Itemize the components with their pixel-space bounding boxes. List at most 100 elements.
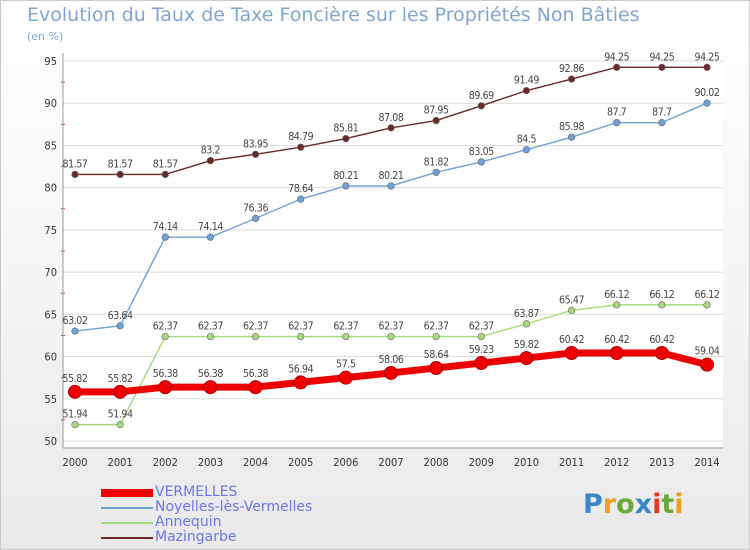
data-label-annequin: 51.94 <box>108 409 133 421</box>
data-label-annequin: 62.37 <box>424 321 449 333</box>
data-point-mazingarbe <box>342 135 350 143</box>
data-label-mazingarbe: 83.2 <box>201 145 221 157</box>
data-point-annequin <box>703 301 711 309</box>
data-point-mazingarbe <box>297 143 305 151</box>
legend-swatch <box>101 522 153 524</box>
logo-letter: r <box>602 489 617 520</box>
data-point-noyelles-l-s-vermelles <box>206 233 215 241</box>
data-label-noyelles-l-s-vermelles: 83.05 <box>469 146 494 158</box>
y-tick-label: 95 <box>44 55 57 68</box>
data-label-noyelles-l-s-vermelles: 74.14 <box>198 221 223 233</box>
data-label-mazingarbe: 81.57 <box>108 158 133 170</box>
data-point-noyelles-l-s-vermelles <box>71 327 79 335</box>
y-tick-label: 70 <box>44 266 57 279</box>
x-tick-label: 2011 <box>559 456 584 469</box>
data-point-noyelles-l-s-vermelles <box>703 99 711 107</box>
data-point-noyelles-l-s-vermelles <box>658 119 666 127</box>
plot-area <box>63 53 723 448</box>
logo-letter: i <box>674 489 684 520</box>
data-label-mazingarbe: 84.79 <box>288 131 313 143</box>
data-label-vermelles: 56.38 <box>198 368 223 380</box>
data-label-vermelles: 56.38 <box>153 368 178 380</box>
legend-label: Noyelles-lès-Vermelles <box>155 499 313 515</box>
data-point-noyelles-l-s-vermelles <box>342 182 350 190</box>
data-label-annequin: 62.37 <box>469 321 494 333</box>
data-point-annequin <box>297 332 305 341</box>
data-point-mazingarbe <box>658 63 666 71</box>
data-point-mazingarbe <box>387 124 395 132</box>
x-tick-label: 2004 <box>243 456 268 469</box>
data-label-vermelles: 56.94 <box>288 363 313 375</box>
data-label-mazingarbe: 81.57 <box>153 158 178 170</box>
data-label-vermelles: 59.23 <box>469 344 494 356</box>
data-point-mazingarbe <box>567 75 576 83</box>
data-point-vermelles <box>564 346 579 361</box>
data-label-vermelles: 57.5 <box>336 359 356 371</box>
logo-letter: x <box>634 489 653 520</box>
logo-letter: P <box>583 489 603 520</box>
y-tick-label: 80 <box>44 182 57 195</box>
y-tick-label: 55 <box>44 393 57 406</box>
data-point-noyelles-l-s-vermelles <box>161 233 169 241</box>
data-point-annequin <box>432 332 440 341</box>
data-point-mazingarbe <box>116 170 124 179</box>
data-point-vermelles <box>158 380 173 395</box>
data-point-annequin <box>567 306 576 314</box>
data-label-mazingarbe: 89.69 <box>469 90 494 102</box>
data-point-vermelles <box>700 357 714 372</box>
x-tick-label: 2001 <box>108 456 133 469</box>
data-label-vermelles: 59.04 <box>694 346 719 358</box>
x-tick-label: 2002 <box>153 456 178 469</box>
data-point-mazingarbe <box>477 102 485 110</box>
data-label-noyelles-l-s-vermelles: 78.64 <box>288 183 313 195</box>
data-point-mazingarbe <box>161 170 169 179</box>
data-point-mazingarbe <box>206 157 215 165</box>
data-label-vermelles: 59.82 <box>514 339 539 351</box>
data-label-noyelles-l-s-vermelles: 76.36 <box>243 202 268 214</box>
data-label-noyelles-l-s-vermelles: 90.02 <box>694 87 719 99</box>
data-point-vermelles <box>429 361 444 376</box>
legend-swatch <box>101 489 153 497</box>
data-label-noyelles-l-s-vermelles: 84.5 <box>517 134 537 146</box>
data-label-vermelles: 56.38 <box>243 368 268 380</box>
data-point-vermelles <box>68 384 82 399</box>
x-tick-label: 2010 <box>514 456 539 469</box>
data-point-noyelles-l-s-vermelles <box>613 119 621 127</box>
data-point-annequin <box>658 301 666 309</box>
y-tick-label: 90 <box>44 97 57 110</box>
data-point-vermelles <box>203 380 218 395</box>
data-label-noyelles-l-s-vermelles: 87.7 <box>607 107 627 119</box>
x-tick-label: 2009 <box>469 456 494 469</box>
data-label-vermelles: 55.82 <box>62 373 87 385</box>
data-point-vermelles <box>248 380 263 395</box>
data-label-mazingarbe: 81.57 <box>62 158 87 170</box>
data-label-mazingarbe: 85.81 <box>333 123 358 135</box>
data-label-mazingarbe: 83.95 <box>243 138 268 150</box>
data-point-noyelles-l-s-vermelles <box>116 322 124 330</box>
data-label-vermelles: 58.06 <box>378 354 403 366</box>
data-label-mazingarbe: 92.86 <box>559 63 584 75</box>
data-point-vermelles <box>293 375 308 390</box>
y-tick-label: 85 <box>44 139 57 152</box>
data-point-annequin <box>251 332 260 341</box>
data-point-annequin <box>613 301 621 309</box>
data-label-noyelles-l-s-vermelles: 81.82 <box>424 156 449 168</box>
data-point-noyelles-l-s-vermelles <box>297 195 305 203</box>
legend-label: VERMELLES <box>155 484 238 500</box>
data-label-annequin: 62.37 <box>288 321 313 333</box>
logo-letter: t <box>661 489 675 520</box>
data-label-mazingarbe: 91.49 <box>514 75 539 87</box>
data-label-noyelles-l-s-vermelles: 85.98 <box>559 121 584 133</box>
data-label-mazingarbe: 94.25 <box>649 51 674 63</box>
y-tick-label: 75 <box>44 224 57 237</box>
data-label-annequin: 62.37 <box>198 321 223 333</box>
x-tick-label: 2008 <box>424 456 449 469</box>
data-point-annequin <box>477 332 485 341</box>
data-label-vermelles: 60.42 <box>649 334 674 346</box>
data-label-noyelles-l-s-vermelles: 63.02 <box>62 315 87 327</box>
logo-letter: i <box>652 489 662 520</box>
x-tick-label: 2007 <box>378 456 403 469</box>
data-point-vermelles <box>113 384 128 399</box>
data-label-annequin: 63.87 <box>514 308 539 320</box>
x-tick-label: 2003 <box>198 456 223 469</box>
